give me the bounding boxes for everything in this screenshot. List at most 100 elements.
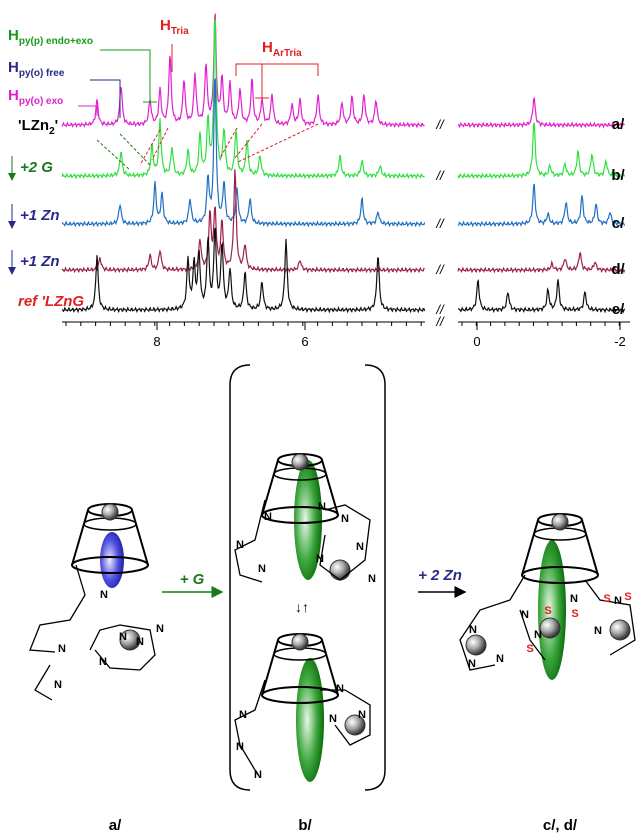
annotations: Hpy(p) endo+exo Hpy(o) free Hpy(o) exo H… <box>8 17 319 171</box>
ligand <box>234 499 266 583</box>
break-mark: // <box>435 168 445 183</box>
trace-name: +1 Zn <box>20 253 60 270</box>
atom-label: S <box>624 591 631 603</box>
trace-name-part: 'LZn <box>18 117 49 134</box>
metal <box>344 714 366 736</box>
atom-label: S <box>571 608 578 620</box>
spectrum-trace <box>61 18 425 180</box>
spectrum-trace <box>457 183 626 228</box>
atom-label: N <box>254 769 262 781</box>
spectra: // a/ // b/ // c/ // d/ // e/ 'LZn2' +2 G +1 Zn +1 Zn… <box>8 13 630 349</box>
ligand <box>519 579 636 661</box>
trace-name: +2 G <box>20 159 53 176</box>
atom-label: N <box>264 511 272 523</box>
atom-label: S <box>603 593 610 605</box>
annotation: Hpy(p) endo+exo <box>8 27 93 47</box>
metal <box>539 617 561 639</box>
ligand <box>29 564 86 701</box>
atom-label: N <box>236 539 244 551</box>
atom-label: N <box>521 609 529 621</box>
trace-name-part: ' <box>55 117 59 134</box>
spectrum-trace <box>457 96 625 129</box>
break-mark: // <box>435 117 445 132</box>
guest <box>294 460 322 580</box>
axis-tick-label: -2 <box>614 334 626 349</box>
atom-label: N <box>368 573 376 585</box>
guest <box>100 532 124 588</box>
atom-label: N <box>54 679 62 691</box>
axis-tick-label: 6 <box>301 334 308 349</box>
ligand <box>320 689 371 746</box>
metal <box>291 453 309 471</box>
trace-label: c/ <box>612 215 625 232</box>
break-mark: // <box>435 262 445 277</box>
atom-label: S <box>544 605 551 617</box>
metal <box>119 629 141 651</box>
metal <box>101 503 119 521</box>
atom-label: N <box>534 629 542 641</box>
atom-label: N <box>316 553 324 565</box>
spectrum-trace <box>61 78 426 228</box>
equilibrium: ↓↑ <box>295 599 309 615</box>
atom-label: N <box>496 653 504 665</box>
atom-label: N <box>136 636 144 648</box>
axis-tick-label: 8 <box>153 334 160 349</box>
spectrum-trace <box>61 169 425 274</box>
ligand <box>234 679 266 776</box>
atom-label: N <box>318 501 326 513</box>
atom-label: N <box>258 563 266 575</box>
metal <box>551 513 569 531</box>
atom-label: S <box>526 643 533 655</box>
trace-label: a/ <box>612 116 625 133</box>
spectrum-trace <box>457 252 626 274</box>
atom-label: N <box>58 643 66 655</box>
atom-label: N <box>594 625 602 637</box>
trace-label: e/ <box>612 301 625 318</box>
break-mark: // <box>435 216 445 231</box>
metal <box>329 559 351 581</box>
trace-name-part: 2 <box>49 126 55 137</box>
cavitand-base <box>521 566 599 584</box>
spectrum-trace <box>62 227 426 314</box>
panel-label: c/, d/ <box>543 817 578 834</box>
atom-label: N <box>119 631 127 643</box>
break-mark: // <box>435 302 445 317</box>
ligand <box>89 624 156 671</box>
spectrum-trace <box>458 278 626 314</box>
annotation: Hpy(o) free <box>8 59 65 79</box>
atom-label: N <box>468 658 476 670</box>
arrow-label: + G <box>180 571 205 588</box>
panel-label: a/ <box>109 817 122 834</box>
trace-label: d/ <box>611 261 625 278</box>
spectrum-trace <box>457 122 626 180</box>
ligand <box>319 504 371 581</box>
trace-name: +1 Zn <box>20 207 60 224</box>
annotation: Hpy(o) exo <box>8 87 63 107</box>
atom-label: N <box>329 713 337 725</box>
annotation: HArTria <box>262 39 302 59</box>
cavitand-base <box>261 506 339 524</box>
cavitand <box>261 639 339 696</box>
cavitand <box>261 459 339 516</box>
atom-label: N <box>356 541 364 553</box>
cavitand <box>521 519 599 576</box>
atom-label: N <box>99 656 107 668</box>
ligand <box>459 574 526 671</box>
atom-label: N <box>614 595 622 607</box>
atom-label: N <box>239 709 247 721</box>
atom-label: N <box>469 624 477 636</box>
atom-label: N <box>100 589 108 601</box>
spectrum-trace <box>61 13 425 129</box>
metal <box>609 619 631 641</box>
guest <box>538 540 566 680</box>
cavitand-base <box>261 686 339 704</box>
guest <box>296 658 324 782</box>
trace-name: ref 'LZnG <box>18 293 84 310</box>
atom-label: N <box>156 623 164 635</box>
cavitand-base <box>71 556 149 574</box>
cavitand <box>71 509 149 566</box>
trace-name: 'LZn2' <box>18 117 58 137</box>
diagram <box>162 364 467 791</box>
